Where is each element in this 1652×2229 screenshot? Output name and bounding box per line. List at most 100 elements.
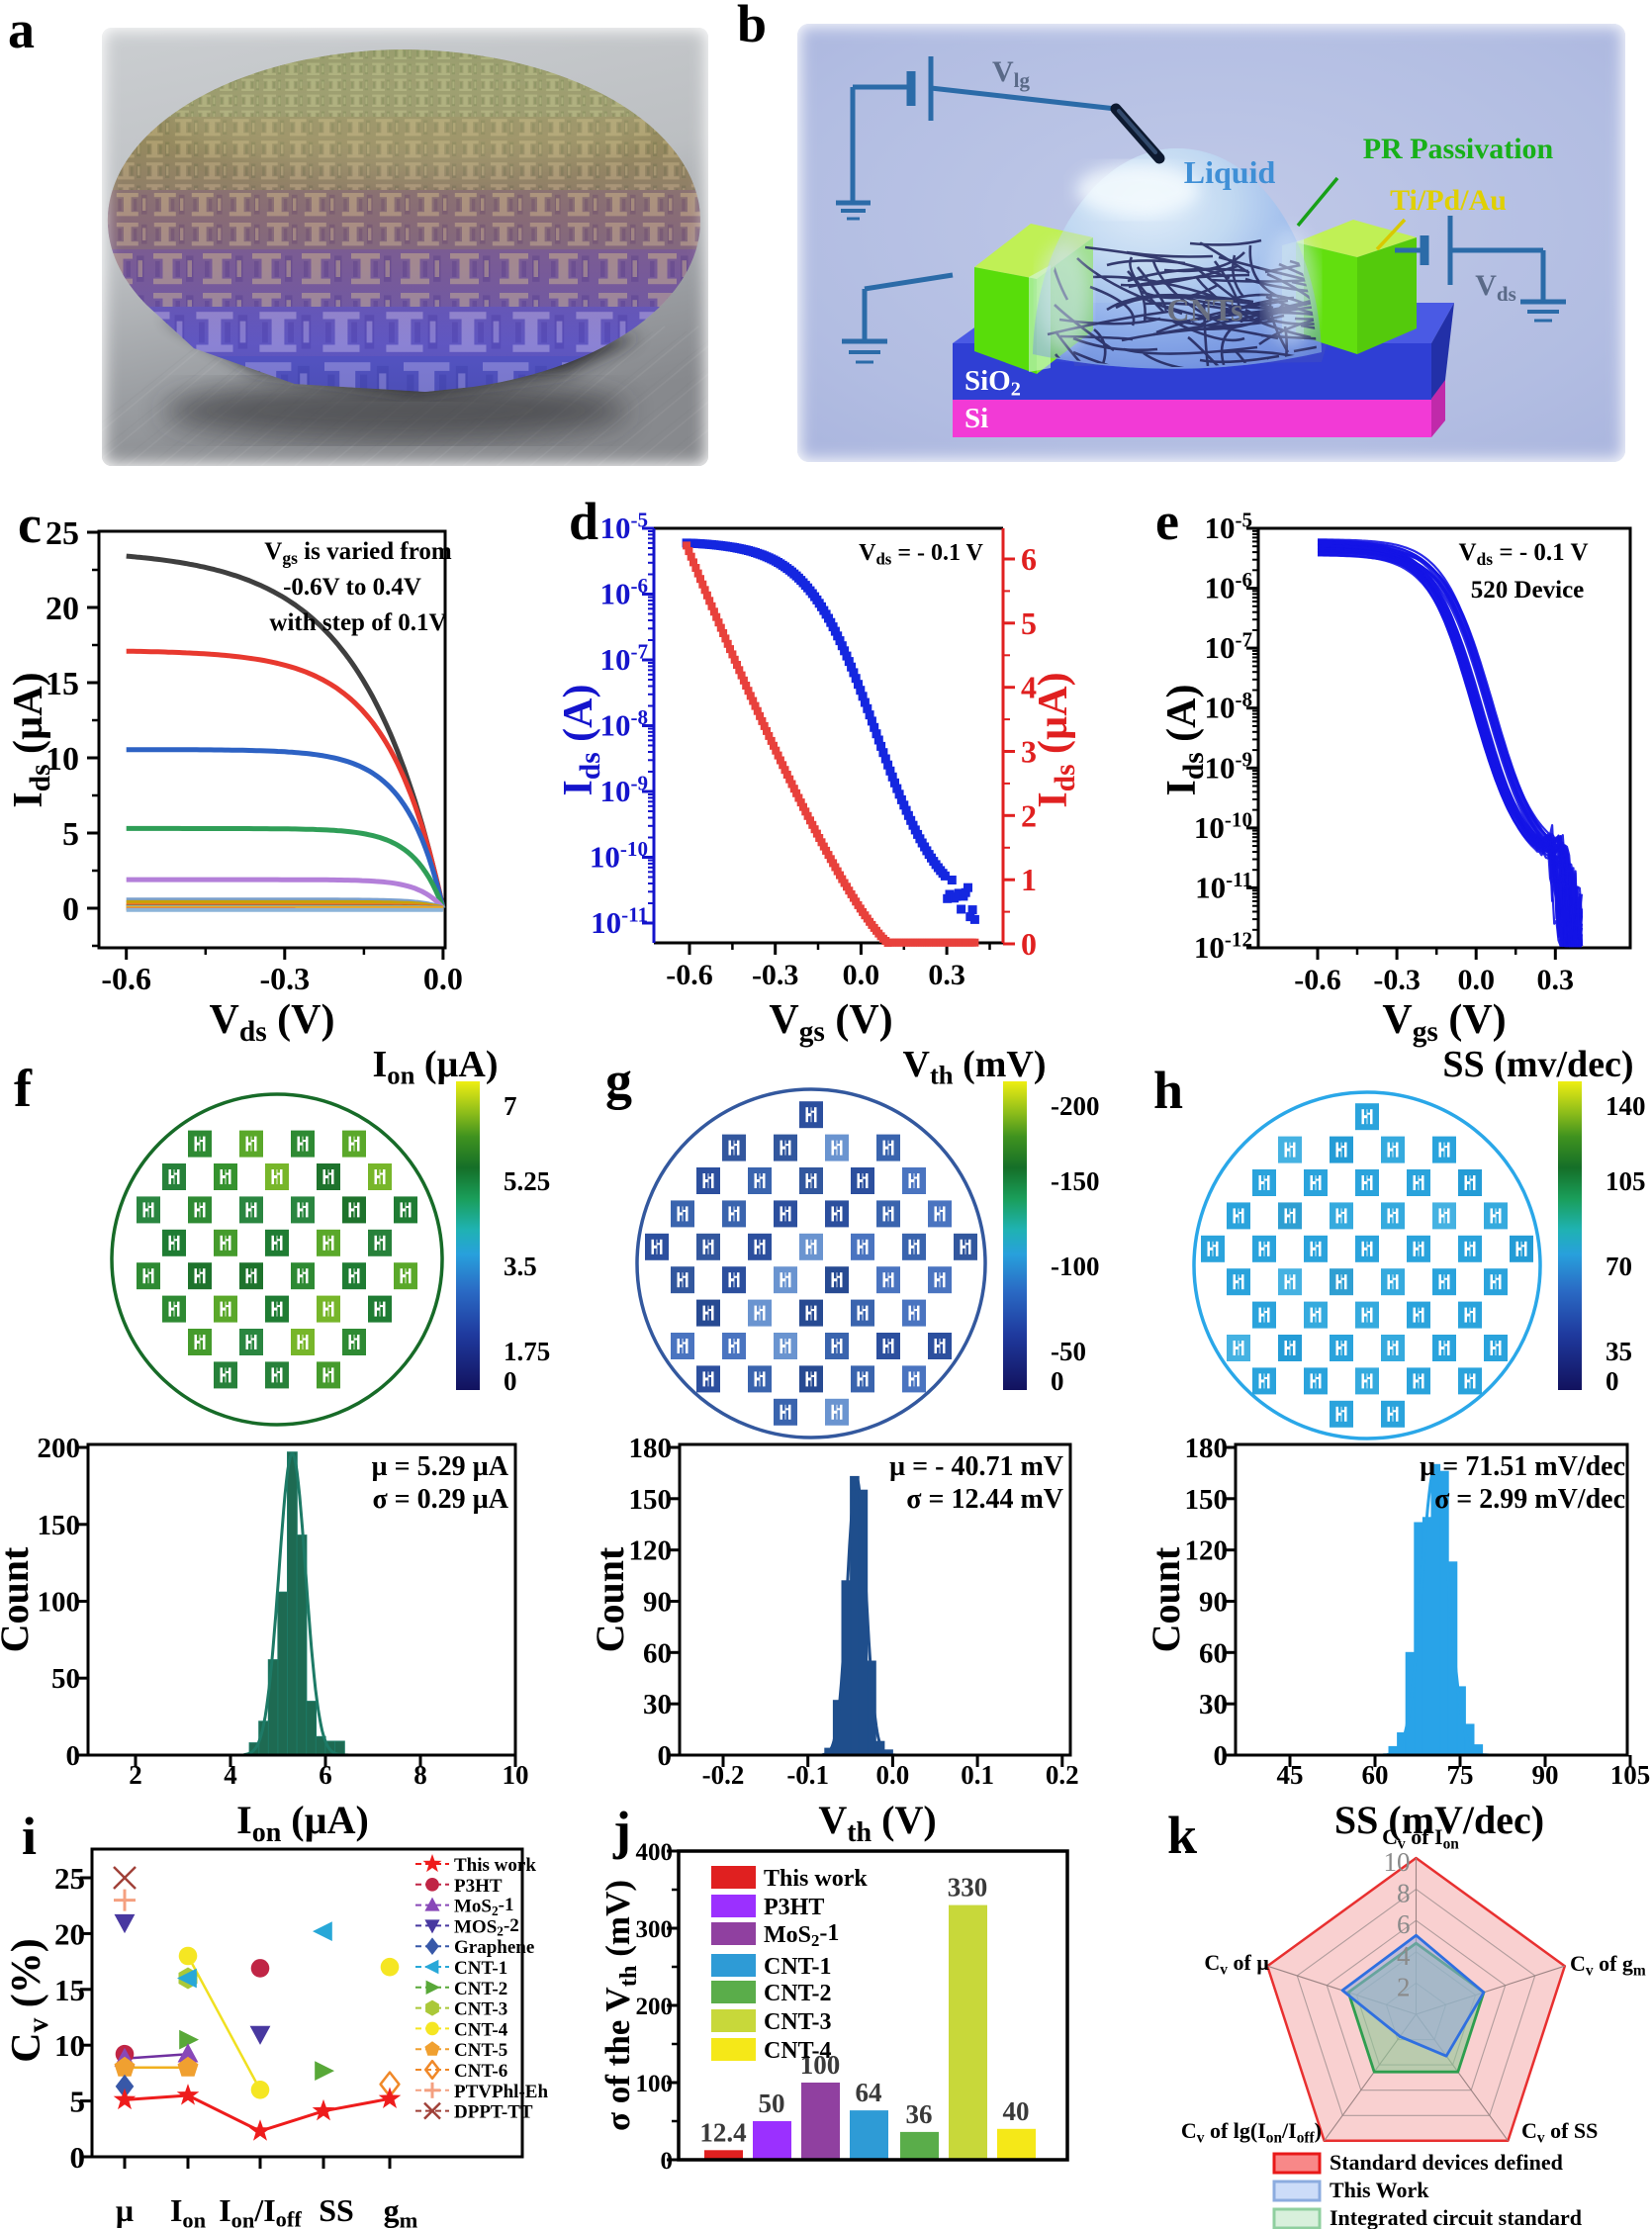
svg-text:-0.6: -0.6 bbox=[1294, 964, 1341, 996]
svg-text:h: h bbox=[1153, 1061, 1183, 1120]
svg-text:Vgs (V): Vgs (V) bbox=[769, 997, 892, 1048]
svg-text:50: 50 bbox=[759, 2089, 785, 2118]
svg-text:Ids (A): Ids (A) bbox=[556, 685, 606, 796]
svg-text:2: 2 bbox=[1021, 797, 1037, 833]
svg-text:Vgs (V): Vgs (V) bbox=[1382, 997, 1506, 1048]
svg-text:CNT-1: CNT-1 bbox=[764, 1954, 831, 1980]
svg-text:Ti/Pd/Au: Ti/Pd/Au bbox=[1390, 184, 1507, 217]
svg-text:µ = 71.51 mV/dec: µ = 71.51 mV/dec bbox=[1420, 1451, 1625, 1482]
svg-text:7: 7 bbox=[504, 1091, 517, 1121]
svg-text:0: 0 bbox=[66, 1740, 81, 1772]
svg-text:300: 300 bbox=[636, 1916, 674, 1943]
svg-text:5: 5 bbox=[1021, 605, 1037, 641]
svg-text:P3HT: P3HT bbox=[764, 1895, 824, 1920]
svg-text:CNTs: CNTs bbox=[1166, 292, 1242, 327]
svg-text:50: 50 bbox=[51, 1663, 80, 1695]
svg-text:90: 90 bbox=[643, 1587, 672, 1619]
svg-text:520 Device: 520 Device bbox=[1471, 577, 1585, 604]
svg-text:0: 0 bbox=[1021, 926, 1037, 962]
svg-text:10-11: 10-11 bbox=[591, 902, 648, 940]
svg-text:36: 36 bbox=[906, 2099, 933, 2129]
svg-text:-50: -50 bbox=[1051, 1337, 1086, 1366]
svg-text:CNT-3: CNT-3 bbox=[764, 2009, 831, 2035]
svg-text:Cv of gm: Cv of gm bbox=[1570, 1951, 1646, 1979]
svg-text:σ = 12.44 mV: σ = 12.44 mV bbox=[906, 1484, 1063, 1515]
svg-text:CNT-5: CNT-5 bbox=[454, 2040, 507, 2061]
svg-text:Count: Count bbox=[588, 1546, 632, 1652]
svg-text:0: 0 bbox=[1051, 1366, 1064, 1396]
svg-text:6: 6 bbox=[1021, 541, 1037, 577]
svg-text:CNT-4: CNT-4 bbox=[454, 2019, 508, 2040]
svg-text:60: 60 bbox=[1199, 1637, 1228, 1669]
svg-text:70: 70 bbox=[1606, 1252, 1632, 1281]
svg-text:0: 0 bbox=[70, 2140, 86, 2175]
svg-text:-100: -100 bbox=[1051, 1252, 1100, 1281]
svg-text:6: 6 bbox=[1397, 1909, 1411, 1939]
svg-text:µ = - 40.71 mV: µ = - 40.71 mV bbox=[889, 1451, 1063, 1482]
svg-text:-0.2: -0.2 bbox=[702, 1760, 745, 1790]
svg-text:Count: Count bbox=[0, 1546, 37, 1652]
svg-text:with step of 0.1V: with step of 0.1V bbox=[269, 609, 446, 636]
svg-text:Vds: Vds bbox=[1475, 269, 1516, 306]
svg-text:SS (mv/dec): SS (mv/dec) bbox=[1442, 1044, 1633, 1085]
svg-text:200: 200 bbox=[636, 1994, 674, 2020]
svg-text:Vth (V): Vth (V) bbox=[818, 1798, 936, 1848]
svg-text:0: 0 bbox=[661, 2148, 674, 2175]
svg-text:4: 4 bbox=[224, 1760, 237, 1790]
svg-text:-0.6: -0.6 bbox=[101, 961, 151, 996]
svg-text:Cv of SS: Cv of SS bbox=[1521, 2118, 1598, 2146]
svg-text:This Work: This Work bbox=[1330, 2178, 1429, 2202]
svg-text:20: 20 bbox=[46, 591, 79, 627]
svg-text:0.0: 0.0 bbox=[843, 959, 880, 991]
svg-text:d: d bbox=[569, 492, 598, 551]
svg-text:P3HT: P3HT bbox=[454, 1876, 503, 1897]
svg-text:60: 60 bbox=[643, 1637, 672, 1669]
svg-text:30: 30 bbox=[643, 1689, 672, 1720]
svg-text:Integrated circuit standard: Integrated circuit standard bbox=[1330, 2205, 1582, 2229]
svg-text:0: 0 bbox=[1606, 1366, 1619, 1396]
svg-text:100: 100 bbox=[636, 2071, 674, 2097]
svg-text:8: 8 bbox=[1397, 1879, 1411, 1908]
svg-text:150: 150 bbox=[1185, 1484, 1229, 1516]
svg-text:MoS2-1: MoS2-1 bbox=[454, 1895, 513, 1918]
svg-text:100: 100 bbox=[800, 2050, 841, 2080]
svg-text:SS (mV/dec): SS (mV/dec) bbox=[1334, 1798, 1544, 1842]
svg-text:Ion: Ion bbox=[170, 2192, 207, 2229]
svg-text:-150: -150 bbox=[1051, 1166, 1100, 1196]
svg-text:45: 45 bbox=[1277, 1760, 1304, 1790]
svg-text:120: 120 bbox=[1185, 1535, 1229, 1567]
svg-text:i: i bbox=[22, 1807, 37, 1866]
svg-text:25: 25 bbox=[46, 515, 79, 552]
svg-text:5: 5 bbox=[62, 816, 79, 853]
svg-text:30: 30 bbox=[1199, 1689, 1228, 1720]
svg-text:-0.3: -0.3 bbox=[1373, 964, 1421, 996]
svg-text:4: 4 bbox=[1021, 670, 1037, 705]
svg-text:Graphene: Graphene bbox=[454, 1937, 534, 1958]
svg-text:180: 180 bbox=[1185, 1433, 1229, 1464]
svg-text:0: 0 bbox=[658, 1740, 673, 1772]
svg-text:150: 150 bbox=[38, 1510, 81, 1541]
svg-text:DPPT-TT: DPPT-TT bbox=[454, 2102, 533, 2123]
svg-text:Vds (V): Vds (V) bbox=[210, 997, 335, 1048]
svg-text:105: 105 bbox=[1610, 1760, 1651, 1790]
svg-text:-0.3: -0.3 bbox=[752, 959, 799, 991]
svg-text:j: j bbox=[612, 1801, 631, 1860]
svg-text:10-7: 10-7 bbox=[599, 639, 648, 677]
svg-text:10-8: 10-8 bbox=[599, 705, 648, 743]
svg-text:µ = 5.29 µA: µ = 5.29 µA bbox=[372, 1451, 509, 1482]
svg-text:90: 90 bbox=[1199, 1587, 1228, 1619]
svg-text:105: 105 bbox=[1606, 1166, 1646, 1196]
svg-text:15: 15 bbox=[46, 666, 79, 702]
svg-text:Cv (%): Cv (%) bbox=[4, 1938, 54, 2063]
svg-text:σ of the Vth (mV): σ of the Vth (mV) bbox=[598, 1880, 642, 2131]
svg-text:0.3: 0.3 bbox=[928, 959, 965, 991]
svg-text:0.0: 0.0 bbox=[876, 1760, 910, 1790]
svg-text:0: 0 bbox=[1214, 1740, 1229, 1772]
svg-text:0.2: 0.2 bbox=[1046, 1760, 1079, 1790]
svg-text:25: 25 bbox=[54, 1861, 85, 1896]
svg-text:1: 1 bbox=[1021, 862, 1037, 897]
svg-text:CNT-2: CNT-2 bbox=[454, 1979, 507, 1999]
svg-text:k: k bbox=[1167, 1806, 1197, 1865]
svg-text:CNT-2: CNT-2 bbox=[764, 1981, 831, 2006]
svg-text:400: 400 bbox=[636, 1839, 674, 1866]
